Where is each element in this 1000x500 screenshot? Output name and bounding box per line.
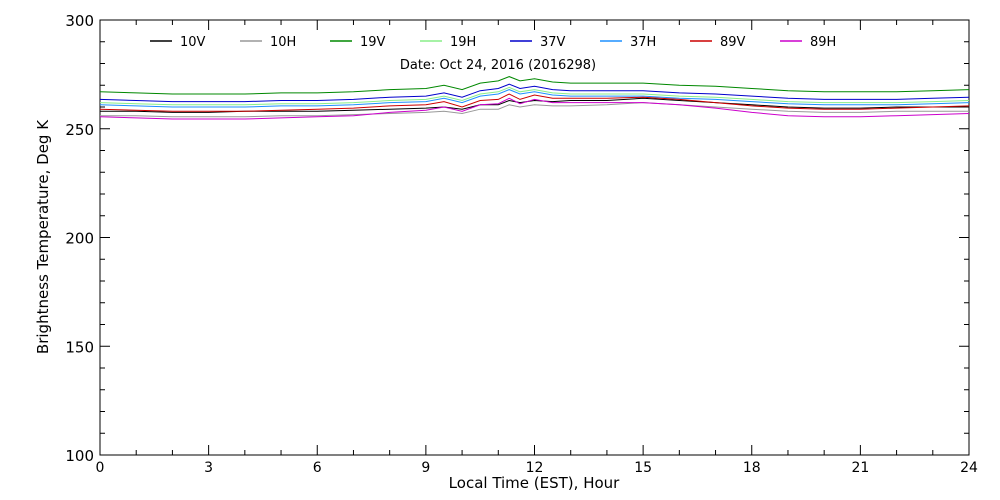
- plot-frame: [99, 19, 970, 456]
- x-tick-label: 21: [851, 460, 869, 476]
- legend-label-19h: 19H: [450, 35, 476, 50]
- x-axis-label: Local Time (EST), Hour: [449, 474, 620, 492]
- legend-label-10h: 10H: [270, 35, 296, 50]
- legend-label-89v: 89V: [720, 35, 746, 50]
- legend-label-89h: 89H: [810, 35, 836, 50]
- x-tick-label: 12: [526, 460, 544, 476]
- y-tick-label: 150: [65, 338, 94, 356]
- y-tick-label: 300: [65, 12, 94, 30]
- series-line-89v: [99, 93, 970, 112]
- chart-subtitle: Date: Oct 24, 2016 (2016298): [400, 58, 596, 73]
- y-tick-label: 200: [65, 230, 94, 248]
- y-tick-label: 250: [65, 121, 94, 139]
- series-line-37v: [99, 83, 970, 103]
- y-tick-label: 100: [65, 447, 94, 465]
- x-tick-label: 9: [421, 460, 430, 476]
- series-line-10h: [100, 102, 969, 118]
- series-line-89h: [99, 97, 970, 120]
- x-tick-label: 15: [634, 460, 652, 476]
- series-line-37h: [99, 89, 970, 108]
- legend: 10V 10H 19V 19H 37V 37H 89V 89H: [150, 35, 836, 50]
- x-tick-label: 3: [204, 460, 213, 476]
- axis-ticks: 0 3 6 9 12 15 18 21 24 100 150 200 250 300: [65, 12, 978, 476]
- y-axis-label: Brightness Temperature, Deg K: [34, 119, 52, 354]
- legend-label-10v: 10V: [180, 35, 206, 50]
- series-line-19v: [99, 76, 970, 95]
- x-tick-label: 18: [743, 460, 761, 476]
- x-tick-label: 24: [960, 460, 978, 476]
- series-line-10v: [100, 97, 969, 113]
- series-line-19h: [99, 86, 970, 106]
- legend-label-37v: 37V: [540, 35, 566, 50]
- x-tick-label: 0: [96, 460, 105, 476]
- x-tick-label: 6: [313, 460, 322, 476]
- legend-label-37h: 37H: [630, 35, 656, 50]
- legend-label-19v: 19V: [360, 35, 386, 50]
- series-lines: [99, 76, 970, 120]
